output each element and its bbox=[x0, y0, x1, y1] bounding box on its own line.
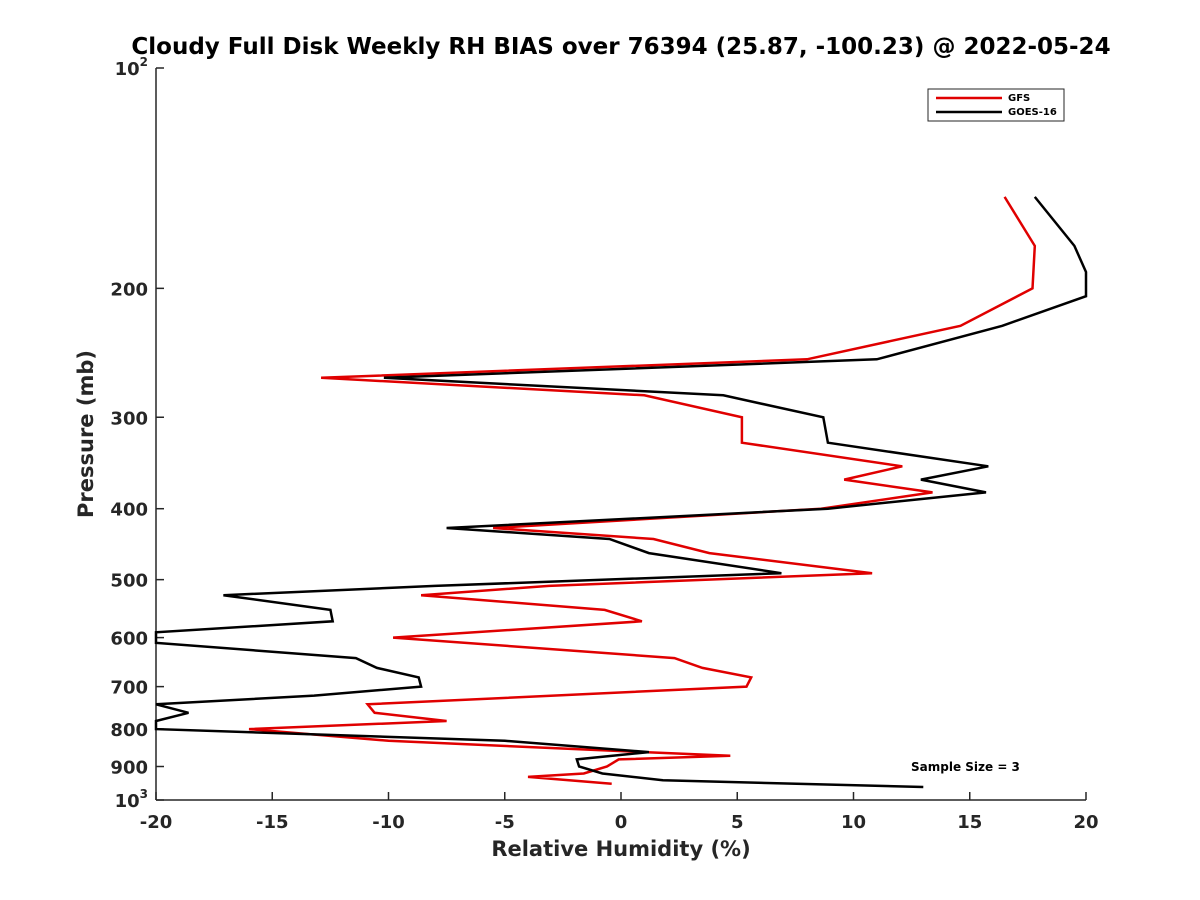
y-tick-label: 400 bbox=[110, 500, 148, 521]
x-tick-label: 10 bbox=[841, 812, 866, 833]
series-line-goes16 bbox=[154, 196, 1088, 789]
y-tick-label: 900 bbox=[110, 758, 148, 779]
y-tick-label: 700 bbox=[110, 678, 148, 699]
x-axis-ticks: -20 -15 -10 -5 0 5 10 15 20 bbox=[140, 792, 1099, 833]
x-axis-label: Relative Humidity (%) bbox=[491, 837, 750, 861]
x-tick-label: 20 bbox=[1073, 812, 1098, 833]
y-tick-label: 200 bbox=[110, 279, 148, 300]
series-lines bbox=[154, 196, 1088, 789]
series-line-gfs bbox=[248, 196, 1037, 785]
y-tick-label: 102 bbox=[115, 55, 148, 80]
y-axis-ticks: 102 200 300 400 500 600 700 800 900 103 bbox=[110, 55, 164, 812]
x-tick-label: 15 bbox=[957, 812, 982, 833]
x-tick-label: -20 bbox=[140, 812, 173, 833]
legend-label-goes16: GOES-16 bbox=[1008, 107, 1057, 118]
x-tick-label: -10 bbox=[372, 812, 405, 833]
x-tick-label: 5 bbox=[731, 812, 744, 833]
legend-box bbox=[927, 88, 1065, 122]
x-tick-label: -15 bbox=[256, 812, 289, 833]
y-axis-label: Pressure (mb) bbox=[74, 350, 98, 518]
legend: GFS GOES-16 bbox=[927, 88, 1065, 122]
x-tick-label: -5 bbox=[495, 812, 515, 833]
x-tick-label: 0 bbox=[615, 812, 628, 833]
chart-title: Cloudy Full Disk Weekly RH BIAS over 763… bbox=[131, 34, 1110, 60]
y-tick-label: 103 bbox=[115, 787, 148, 812]
y-tick-label: 500 bbox=[110, 571, 148, 592]
plot-area bbox=[155, 68, 1086, 801]
y-tick-label: 300 bbox=[110, 408, 148, 429]
y-tick-label: 800 bbox=[110, 720, 148, 741]
legend-label-gfs: GFS bbox=[1008, 93, 1030, 104]
sample-size-annotation: Sample Size = 3 bbox=[911, 760, 1020, 774]
y-tick-label: 600 bbox=[110, 629, 148, 650]
